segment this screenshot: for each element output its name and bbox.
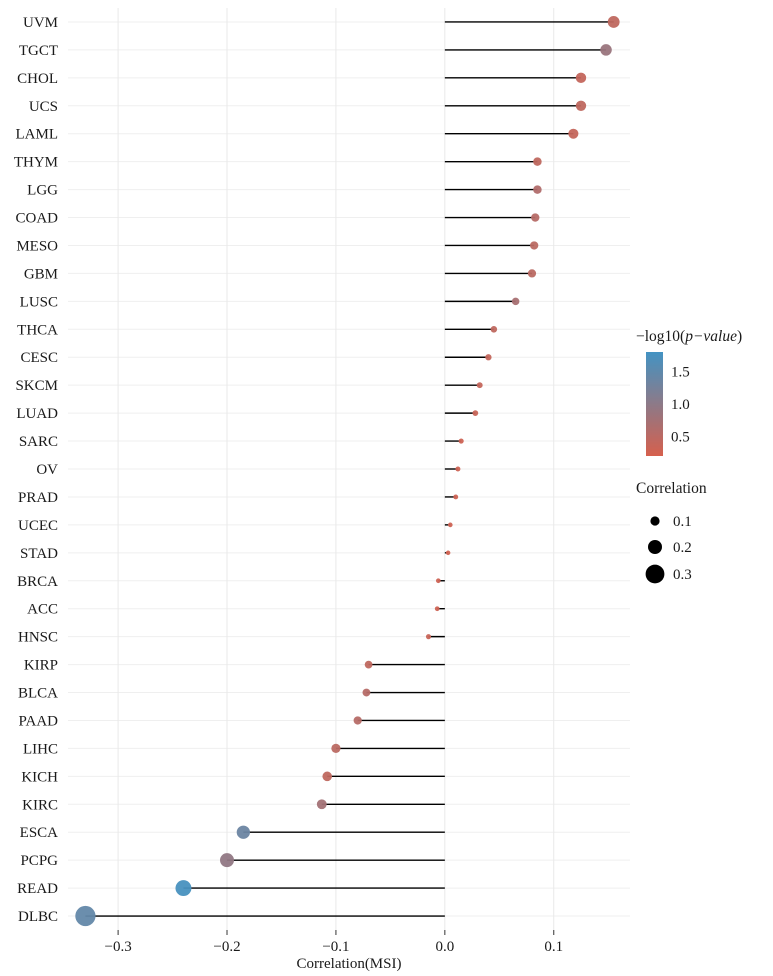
x-tick-label: 0.1 <box>544 939 563 955</box>
y-axis-label-DLBC: DLBC <box>18 909 58 925</box>
x-axis: −0.3 −0.2 −0.1 0.0 0.1 Correlation(MSI) <box>104 930 563 972</box>
size-legend-dot <box>648 540 662 554</box>
point-UCS <box>575 100 587 111</box>
point-LUSC <box>511 297 520 306</box>
point-THYM <box>533 157 542 166</box>
y-axis-label-UVM: UVM <box>23 15 58 31</box>
y-axis-label-UCS: UCS <box>29 99 58 115</box>
y-axis-label-PRAD: PRAD <box>18 490 58 506</box>
point-LIHC <box>331 743 341 753</box>
point-CESC <box>485 354 492 361</box>
color-legend-tick-label: 0.5 <box>671 430 690 446</box>
size-legend-title: Correlation <box>636 480 707 497</box>
point-STAD <box>445 550 451 556</box>
y-axis-label-LGG: LGG <box>27 183 58 199</box>
size-legend-dot <box>650 516 660 526</box>
point-MESO <box>529 241 539 250</box>
y-axis-label-KICH: KICH <box>21 769 58 785</box>
x-tick-label: −0.1 <box>322 939 349 955</box>
y-axis-labels: UVM TGCT CHOL UCS LAML THYM LGG COAD MESO GBM LUSC… <box>14 15 58 925</box>
point-BRCA <box>435 578 441 584</box>
point-ESCA <box>236 825 250 839</box>
point-SKCM <box>476 382 483 389</box>
color-legend-gradient-bar <box>646 352 663 456</box>
y-axis-label-SKCM: SKCM <box>15 378 58 394</box>
grid <box>68 8 630 930</box>
point-GBM <box>527 269 537 278</box>
point-UCEC <box>447 522 453 528</box>
y-axis-label-MESO: MESO <box>16 238 58 254</box>
point-KICH <box>322 771 333 782</box>
y-axis-label-LAML: LAML <box>16 127 59 143</box>
point-PCPG <box>220 853 235 868</box>
point-ACC <box>434 606 440 612</box>
y-axis-label-OV: OV <box>36 462 58 478</box>
y-axis-label-CHOL: CHOL <box>17 71 58 87</box>
point-BLCA <box>362 688 371 697</box>
y-axis-label-BLCA: BLCA <box>18 686 58 702</box>
y-axis-label-PAAD: PAAD <box>19 713 59 729</box>
point-LGG <box>533 185 542 194</box>
point-KIRC <box>316 799 327 810</box>
y-axis-label-SARC: SARC <box>19 434 58 450</box>
point-HNSC <box>425 634 432 640</box>
point-PRAD <box>453 494 459 500</box>
y-axis-label-COAD: COAD <box>15 211 58 227</box>
color-legend: −log10(p−value) 1.5 1.0 0.5 <box>636 328 742 456</box>
size-legend-dot <box>645 564 665 584</box>
y-axis-label-TGCT: TGCT <box>19 43 58 59</box>
y-axis-label-PCPG: PCPG <box>20 853 58 869</box>
y-axis-label-UCEC: UCEC <box>18 518 58 534</box>
lollipop-points <box>75 16 620 927</box>
point-PAAD <box>353 716 362 725</box>
point-THCA <box>490 326 498 333</box>
point-SARC <box>458 438 464 444</box>
y-axis-label-CESC: CESC <box>20 350 58 366</box>
x-tick-label: 0.0 <box>435 939 454 955</box>
x-axis-title: Correlation(MSI) <box>297 956 402 972</box>
point-DLBC <box>75 905 96 927</box>
y-axis-label-GBM: GBM <box>24 266 58 282</box>
point-TGCT <box>600 44 612 56</box>
point-LAML <box>568 128 579 139</box>
size-legend: Correlation 0.1 0.2 0.3 <box>636 480 707 584</box>
y-axis-label-LUAD: LUAD <box>16 406 58 422</box>
y-axis-label-ESCA: ESCA <box>20 825 59 841</box>
y-axis-label-BRCA: BRCA <box>17 574 58 590</box>
y-axis-label-HNSC: HNSC <box>18 630 58 646</box>
point-LUAD <box>472 410 479 416</box>
y-axis-label-KIRC: KIRC <box>22 797 58 813</box>
lollipop-sticks <box>85 21 614 917</box>
point-READ <box>175 880 192 897</box>
point-OV <box>455 466 461 472</box>
size-legend-tick-label: 0.2 <box>673 540 692 556</box>
y-axis-label-STAD: STAD <box>20 546 58 562</box>
y-axis-label-ACC: ACC <box>27 602 58 618</box>
color-legend-tick-label: 1.5 <box>671 365 690 381</box>
color-legend-tick-label: 1.0 <box>671 397 690 413</box>
y-axis-label-READ: READ <box>17 881 58 897</box>
y-axis-label-THCA: THCA <box>17 322 58 338</box>
y-axis-label-LUSC: LUSC <box>20 294 58 310</box>
y-axis-label-THYM: THYM <box>14 155 58 171</box>
point-CHOL <box>575 72 587 84</box>
y-axis-label-LIHC: LIHC <box>23 741 58 757</box>
size-legend-tick-label: 0.1 <box>673 514 692 530</box>
x-tick-label: −0.3 <box>104 939 131 955</box>
y-axis-label-KIRP: KIRP <box>24 658 58 674</box>
point-KIRP <box>364 660 373 669</box>
x-tick-label: −0.2 <box>213 939 240 955</box>
point-COAD <box>531 213 540 222</box>
size-legend-tick-label: 0.3 <box>673 567 692 583</box>
point-UVM <box>607 16 620 28</box>
color-legend-title: −log10(p−value) <box>636 328 742 345</box>
